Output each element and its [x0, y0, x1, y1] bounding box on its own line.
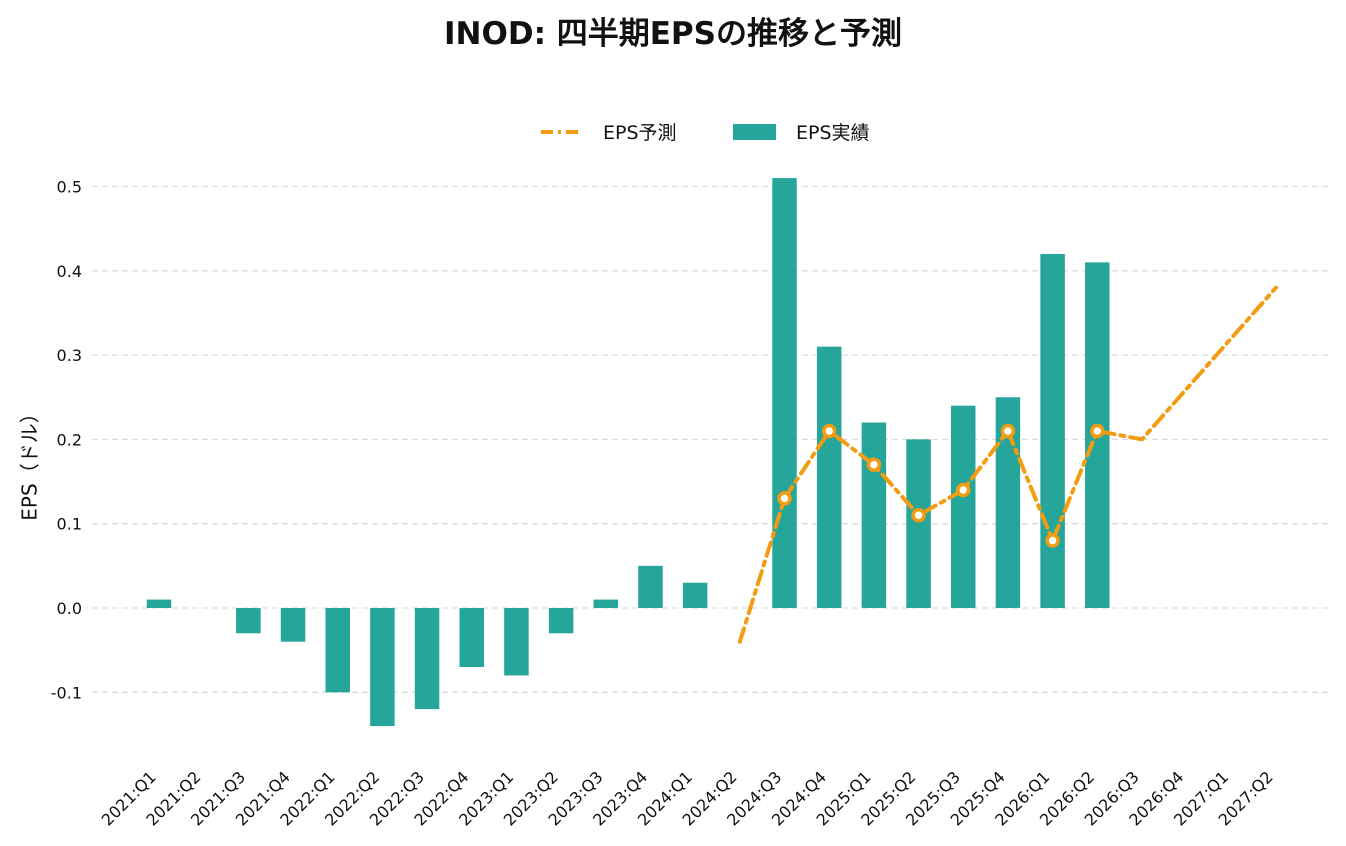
eps-forecast-point [821, 423, 837, 439]
y-axis-ticks: -0.1 0.0 0.1 0.2 0.3 0.4 0.5 [51, 178, 82, 703]
eps-actual-bar [906, 439, 931, 608]
eps-actual-bar [638, 565, 663, 608]
x-axis-ticks: 2021:Q12021:Q22021:Q32021:Q42022:Q12022:… [98, 767, 1277, 829]
y-tick-label: 0.2 [57, 430, 82, 449]
eps-actual-bar [548, 608, 574, 634]
eps-actual-bar [1040, 253, 1065, 608]
eps-actual-bar [861, 422, 887, 608]
eps-forecast-point [1045, 533, 1060, 548]
eps-actual-bar [325, 608, 350, 693]
y-tick-label: 0.0 [57, 599, 82, 618]
eps-actual-bar [146, 599, 172, 608]
legend: EPS予測 EPS実績 [541, 122, 870, 144]
legend-actual-swatch [733, 124, 776, 140]
eps-actual-bar [236, 608, 261, 634]
legend-forecast-label: EPS予測 [603, 122, 677, 144]
eps-actual-bar [370, 608, 395, 727]
eps-actual-bar [414, 608, 440, 710]
eps-forecast-point [1000, 423, 1016, 439]
y-tick-label: 0.3 [57, 346, 82, 365]
y-tick-label: 0.5 [57, 178, 82, 197]
grid-lines [92, 185, 1330, 693]
eps-actual-bars [146, 178, 1110, 727]
eps-actual-bar [816, 346, 842, 608]
eps-actual-bar [682, 582, 708, 608]
eps-forecast-line [737, 285, 1278, 644]
chart-title: INOD: 四半期EPSの推移と予測 [444, 16, 902, 52]
eps-forecast-point [955, 482, 971, 498]
eps-forecast-point [777, 491, 792, 506]
y-tick-label: 0.1 [57, 515, 82, 534]
eps-actual-bar [593, 599, 619, 608]
eps-actual-bar [504, 608, 529, 676]
eps-actual-bar [950, 405, 976, 608]
eps-actual-bar [772, 178, 797, 608]
y-tick-label: -0.1 [51, 683, 82, 702]
legend-actual-label: EPS実績 [796, 122, 870, 144]
y-tick-label: 0.4 [57, 262, 82, 281]
eps-forecast-point [911, 508, 926, 523]
eps-forecast-point [866, 457, 882, 472]
eps-actual-bar [459, 608, 485, 668]
eps-forecast-point [1090, 423, 1105, 439]
eps-actual-bar [280, 608, 306, 642]
